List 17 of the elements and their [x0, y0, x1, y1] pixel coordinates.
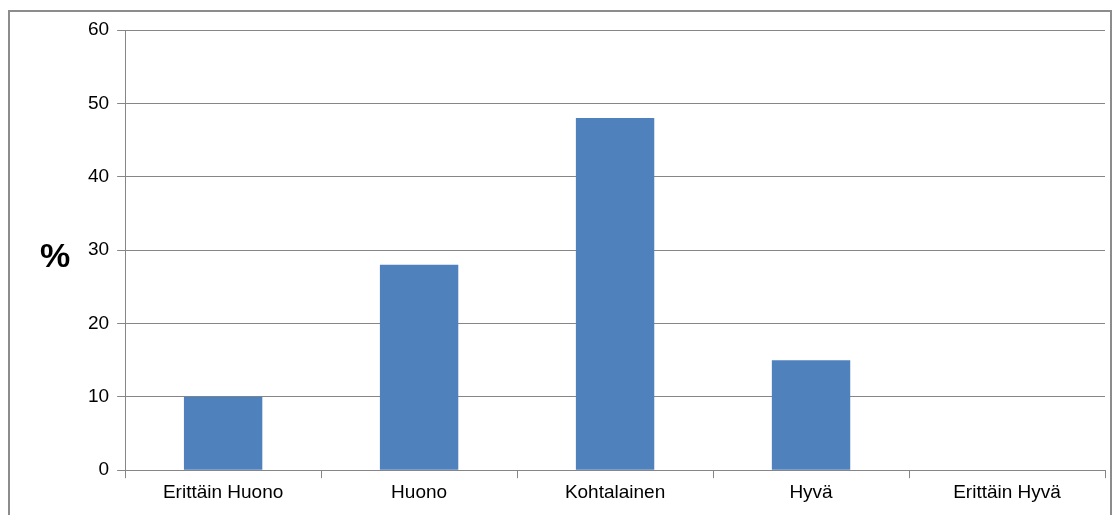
y-tick-label: 10 [87, 385, 110, 407]
bar [771, 360, 851, 470]
y-axis-title: % [39, 236, 71, 275]
bar [575, 118, 655, 470]
y-tick-label: 60 [87, 18, 110, 40]
x-tick-label: Hyvä [789, 480, 834, 502]
x-tick-label: Erittäin Huono [162, 480, 284, 502]
y-tick-label: 30 [87, 238, 110, 260]
y-tick-label: 50 [87, 91, 110, 113]
x-tick-label: Huono [391, 480, 448, 502]
y-tick-label: 20 [87, 311, 110, 333]
x-tick-label: Erittäin Hyvä [953, 480, 1062, 502]
bar [183, 396, 263, 470]
y-tick-label: 0 [98, 458, 110, 480]
bar [379, 264, 459, 470]
y-tick-label: 40 [87, 164, 110, 186]
x-tick-label: Kohtalainen [564, 480, 666, 502]
